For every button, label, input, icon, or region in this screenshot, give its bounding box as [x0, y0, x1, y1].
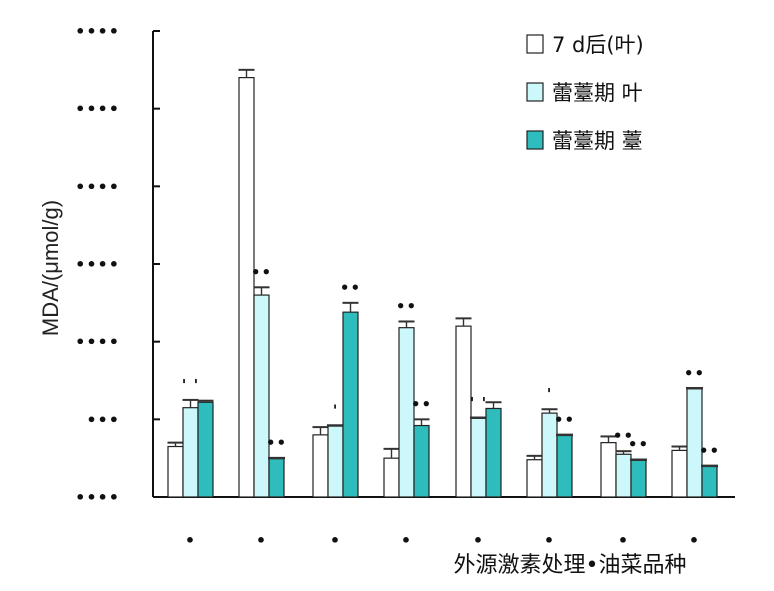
significance-label: ' — [333, 402, 339, 420]
bar — [342, 311, 359, 498]
bar — [615, 453, 632, 498]
significance-label: •• — [613, 427, 634, 445]
bar — [413, 424, 430, 498]
y-tick-label: •••• — [75, 488, 120, 507]
x-tick-label: • — [618, 531, 629, 550]
x-tick-label: • — [401, 531, 412, 550]
x-tick-label: • — [544, 531, 555, 550]
bar — [253, 294, 270, 498]
significance-label: •• — [684, 364, 705, 382]
bar — [526, 459, 543, 498]
significance-label: •• — [554, 411, 575, 429]
bar — [327, 424, 344, 498]
significance-label: •• — [411, 395, 432, 413]
bar — [167, 445, 184, 498]
legend-label: 7 d后(叶) — [552, 33, 644, 57]
y-tick-label: •••• — [75, 333, 120, 352]
bar — [268, 457, 285, 498]
bar — [600, 442, 617, 498]
y-tick-label: •••• — [75, 22, 120, 41]
significance-label: ' — [547, 385, 553, 403]
bar — [630, 459, 647, 498]
y-tick-label: •••• — [75, 100, 120, 119]
bar — [701, 465, 718, 498]
bar — [455, 325, 472, 498]
bars: ' '••••••'•••• ' ' '•••••••••• — [167, 68, 720, 498]
significance-label: ' ' — [182, 376, 199, 394]
bar — [312, 434, 329, 498]
significance-label: ' ' — [470, 394, 487, 412]
bar — [485, 407, 502, 498]
bar — [671, 449, 688, 498]
significance-label: •• — [266, 434, 287, 452]
legend-label: 蕾薹期 叶 — [552, 81, 643, 105]
legend-label: 蕾薹期 薹 — [552, 129, 643, 153]
x-tick-label: • — [256, 531, 267, 550]
bar — [182, 407, 199, 498]
significance-label: •• — [628, 436, 649, 454]
significance-label: •• — [396, 297, 417, 315]
y-tick-label: •••• — [75, 255, 120, 274]
x-tick-label: • — [473, 531, 484, 550]
y-tick-label: •••• — [75, 177, 120, 196]
x-axis-label: 外源激素处理•油菜品种 — [454, 553, 687, 578]
x-tick-label: • — [185, 531, 196, 550]
bar — [197, 401, 214, 498]
bar — [556, 434, 573, 498]
y-axis-label: MDA/(μmol/g) — [38, 200, 63, 336]
bar — [470, 417, 487, 498]
x-tick-label: • — [330, 531, 341, 550]
significance-label: •• — [340, 279, 361, 297]
significance-label: •• — [251, 263, 272, 281]
legend-swatch — [526, 34, 544, 54]
legend-swatch — [526, 82, 544, 102]
significance-label: •• — [699, 442, 720, 460]
bar — [383, 457, 400, 498]
legend-swatch — [526, 130, 544, 150]
bar — [238, 76, 255, 498]
y-tick-label: ••• — [86, 410, 120, 429]
x-tick-label: • — [689, 531, 700, 550]
